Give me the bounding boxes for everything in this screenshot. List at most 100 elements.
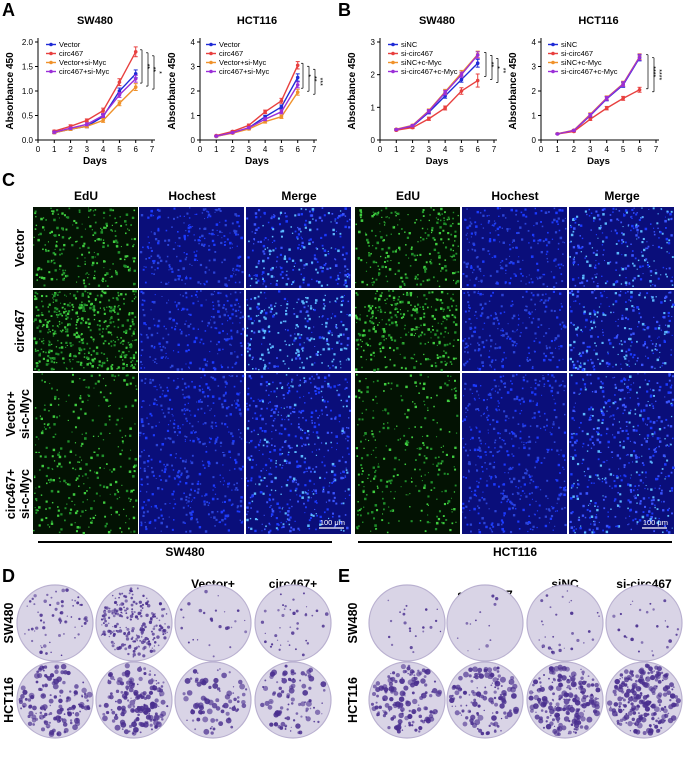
cell-dot [165,229,168,232]
cell-dot [197,438,200,441]
tile-background [355,207,460,288]
cell-dot [234,309,238,313]
cell-dot [122,339,125,343]
cell-dot [247,387,250,390]
cell-dot [628,365,630,368]
cell-dot [288,248,291,251]
cell-dot [616,407,619,410]
cell-dot [176,434,179,436]
legend-label: si-circ467+c-Myc [561,67,618,76]
cell-dot [483,412,486,414]
cell-dot [464,443,467,445]
cell-dot [74,442,77,444]
cell-dot [382,426,385,430]
cell-dot [213,243,216,247]
cell-dot [237,233,240,236]
cell-dot [601,341,604,345]
cell-dot [219,230,222,233]
cell-dot [318,336,322,339]
cell-dot [593,309,595,312]
cell-dot [270,282,272,285]
cell-dot [511,431,513,433]
cell-dot [222,306,225,309]
cell-dot [510,304,513,307]
cell-dot [370,252,372,255]
cell-dot [427,328,431,331]
cell-dot [547,231,549,234]
cell-dot [563,385,566,388]
cell-dot [475,277,478,280]
cell-dot [116,336,118,338]
cell-dot [447,238,450,241]
cell-dot [400,276,403,280]
cell-dot [187,230,191,233]
y-tick-label: 0.5 [22,112,34,121]
cell-dot [48,328,50,331]
cell-dot [562,265,564,267]
cell-dot [396,347,399,350]
cell-dot [429,214,431,216]
cell-dot [308,221,312,224]
cell-dot [394,321,398,324]
cell-dot [670,279,673,283]
cell-dot [417,241,419,243]
cell-dot [390,233,392,235]
cell-dot [218,303,220,305]
cell-dot [144,436,148,440]
cell-dot [421,227,424,230]
cell-dot [369,266,372,268]
cell-dot [415,360,418,363]
cell-dot [161,393,163,395]
cell-dot [71,431,73,433]
cell-dot [194,239,196,242]
cell-dot [189,313,192,316]
cell-dot [274,418,276,420]
cell-dot [150,414,153,417]
data-point [443,106,447,110]
cell-dot [346,337,350,340]
cell-dot [214,251,217,253]
cell-dot [187,226,191,230]
cell-dot [190,414,192,416]
cell-dot [233,273,235,275]
tile-background [139,290,244,371]
cell-dot [291,359,293,361]
cell-dot [439,226,442,229]
cell-dot [293,339,296,342]
cell-dot [480,442,482,445]
cell-dot [207,215,209,217]
cell-dot [255,274,258,277]
cell-dot [213,378,217,381]
cell-dot [475,408,477,411]
cell-dot [282,394,285,397]
cell-dot [262,444,265,447]
cell-dot [639,386,641,389]
cell-dot [484,451,487,454]
cell-dot [367,304,371,308]
cell-dot [46,321,49,324]
cell-dot [236,245,238,247]
cell-dot [48,271,51,274]
cell-dot [495,313,497,316]
cell-dot [185,320,187,322]
cell-dot [237,309,240,312]
cell-dot [452,249,454,252]
cell-dot [372,351,375,354]
cell-dot [198,242,200,245]
cell-dot [230,274,233,278]
cell-dot [226,333,229,335]
cell-dot [552,290,556,293]
cell-dot [299,384,302,387]
cell-dot [308,242,311,245]
cell-dot [211,376,215,380]
cell-dot [326,267,329,271]
cell-dot [528,312,532,315]
cell-dot [153,398,156,401]
cell-dot [361,418,364,421]
x-tick-label: 5 [459,145,464,154]
cell-dot [454,446,457,449]
cell-dot [152,402,156,406]
cell-dot [623,378,627,381]
cell-dot [291,232,294,234]
cell-dot [186,420,188,422]
